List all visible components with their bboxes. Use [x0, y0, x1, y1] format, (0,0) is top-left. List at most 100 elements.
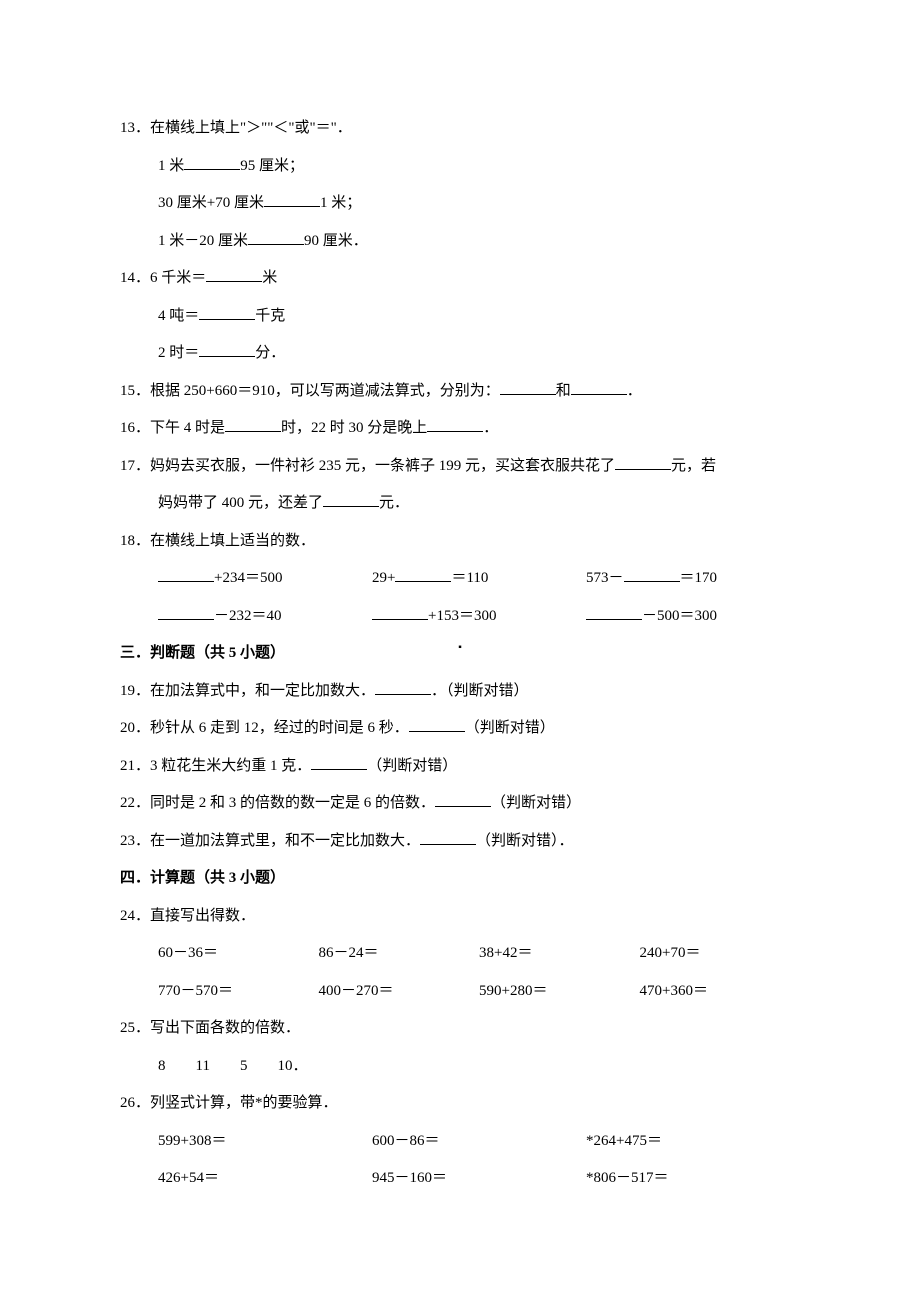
calc-cell: 600－86＝ [372, 1123, 586, 1161]
q26-stem: 26．列竖式计算，带*的要验算． [120, 1085, 800, 1123]
text: 573－ [586, 570, 624, 586]
q17-line2: 妈妈带了 400 元，还差了元． [120, 485, 800, 523]
blank[interactable] [158, 566, 214, 582]
blank[interactable] [375, 679, 431, 695]
q18-r1c3: 573－＝170 [586, 560, 800, 598]
q17-b: 元，若 [671, 458, 716, 474]
blank[interactable] [184, 154, 240, 170]
q16: 16．下午 4 时是时，22 时 30 分是晚上． [120, 410, 800, 448]
calc-cell: 400－270＝ [319, 973, 480, 1011]
blank[interactable] [427, 416, 483, 432]
blank[interactable] [311, 754, 367, 770]
q18-r2c2: +153＝300 [372, 598, 586, 636]
blank[interactable] [395, 566, 451, 582]
blank[interactable] [199, 341, 255, 357]
q25-stem: 25．写出下面各数的倍数． [120, 1010, 800, 1048]
q18-stem: 18．在横线上填上适当的数． [120, 523, 800, 561]
blank[interactable] [158, 604, 214, 620]
text: +153＝300 [428, 608, 496, 624]
q21: 21．3 粒花生米大约重 1 克． （判断对错） [120, 748, 800, 786]
q16-c: ． [483, 420, 498, 436]
q20: 20．秒针从 6 走到 12，经过的时间是 6 秒． （判断对错） [120, 710, 800, 748]
blank[interactable] [420, 829, 476, 845]
calc-cell: 945－160＝ [372, 1160, 586, 1198]
blank[interactable] [372, 604, 428, 620]
q18-r2c3: －500＝300 [586, 598, 800, 636]
q13-l1b: 95 厘米； [240, 158, 304, 174]
q24-stem: 24．直接写出得数． [120, 898, 800, 936]
q13-l2a: 30 厘米+70 厘米 [158, 195, 264, 211]
blank[interactable] [323, 491, 379, 507]
q21-a: 21．3 粒花生米大约重 1 克． [120, 758, 311, 774]
q13-stem: 13．在横线上填上"＞""＜"或"＝"． [120, 110, 800, 148]
blank[interactable] [500, 379, 556, 395]
q19-b: ．（判断对错） [431, 683, 529, 699]
blank[interactable] [264, 191, 320, 207]
q13-line2: 30 厘米+70 厘米1 米； [120, 185, 800, 223]
calc-cell: *806－517＝ [586, 1160, 800, 1198]
blank[interactable] [586, 604, 642, 620]
calc-cell: 470+360＝ [640, 973, 801, 1011]
q13-l1a: 1 米 [158, 158, 184, 174]
text: －500＝300 [642, 608, 717, 624]
text: －232＝40 [214, 608, 282, 624]
blank[interactable] [225, 416, 281, 432]
q17-a: 17．妈妈去买衣服，一件衬衫 235 元，一条裤子 199 元，买这套衣服共花了 [120, 458, 615, 474]
q24-row1: 60－36＝ 86－24＝ 38+42＝ 240+70＝ [120, 935, 800, 973]
q24-row2: 770－570＝ 400－270＝ 590+280＝ 470+360＝ [120, 973, 800, 1011]
q14-l3a: 2 时＝ [158, 345, 199, 361]
text: 29+ [372, 570, 395, 586]
blank[interactable] [615, 454, 671, 470]
q13-line3: 1 米－20 厘米90 厘米． [120, 223, 800, 261]
q14-b: 米 [262, 270, 277, 286]
q14-line3: 2 时＝ 分． [120, 335, 800, 373]
q26-row1: 599+308＝ 600－86＝ *264+475＝ [120, 1123, 800, 1161]
q25-nums: 8 11 5 10． [120, 1048, 800, 1086]
blank[interactable] [206, 266, 262, 282]
blank[interactable] [409, 716, 465, 732]
calc-cell: 426+54＝ [158, 1160, 372, 1198]
calc-cell: *264+475＝ [586, 1123, 800, 1161]
calc-cell: 60－36＝ [158, 935, 319, 973]
calc-cell: 86－24＝ [319, 935, 480, 973]
blank[interactable] [435, 791, 491, 807]
blank[interactable] [571, 379, 627, 395]
q19: 19．在加法算式中，和一定比加数大． ．（判断对错） [120, 673, 800, 711]
q16-b: 时，22 时 30 分是晚上 [281, 420, 427, 436]
q13-line1: 1 米 95 厘米； [120, 148, 800, 186]
q23-a: 23．在一道加法算式里，和不一定比加数大． [120, 833, 420, 849]
q14-l2a: 4 吨＝ [158, 308, 199, 324]
q19-a: 19．在加法算式中，和一定比加数大． [120, 683, 375, 699]
q22: 22．同时是 2 和 3 的倍数的数一定是 6 的倍数． （判断对错） [120, 785, 800, 823]
calc-cell: 590+280＝ [479, 973, 640, 1011]
q23: 23．在一道加法算式里，和不一定比加数大． （判断对错）． [120, 823, 800, 861]
calc-cell: 240+70＝ [640, 935, 801, 973]
q17-d: 元． [379, 495, 409, 511]
q14-line1: 14．6 千米＝ 米 [120, 260, 800, 298]
text: +234＝500 [214, 570, 282, 586]
q20-a: 20．秒针从 6 走到 12，经过的时间是 6 秒． [120, 720, 409, 736]
q20-b: （判断对错） [465, 720, 555, 736]
blank[interactable] [624, 566, 680, 582]
q21-b: （判断对错） [367, 758, 457, 774]
center-dot-icon: ▪ [458, 635, 462, 660]
section-3-heading: 三．判断题（共 5 小题） ▪ [120, 635, 800, 673]
q22-a: 22．同时是 2 和 3 的倍数的数一定是 6 的倍数． [120, 795, 435, 811]
worksheet-page: 13．在横线上填上"＞""＜"或"＝"． 1 米 95 厘米； 30 厘米+70 … [0, 0, 920, 1302]
q18-r1c2: 29+＝110 [372, 560, 586, 598]
q17-line1: 17．妈妈去买衣服，一件衬衫 235 元，一条裤子 199 元，买这套衣服共花了… [120, 448, 800, 486]
q18-r2c1: －232＝40 [158, 598, 372, 636]
calc-cell: 770－570＝ [158, 973, 319, 1011]
q14-l3b: 分． [255, 345, 285, 361]
q14-a: 14．6 千米＝ [120, 270, 206, 286]
blank[interactable] [248, 229, 304, 245]
q22-b: （判断对错） [491, 795, 581, 811]
q15: 15．根据 250+660＝910，可以写两道减法算式，分别为：和． [120, 373, 800, 411]
q23-b: （判断对错）． [476, 833, 574, 849]
calc-cell: 599+308＝ [158, 1123, 372, 1161]
q18-row1: +234＝500 29+＝110 573－＝170 [120, 560, 800, 598]
blank[interactable] [199, 304, 255, 320]
q18-r1c1: +234＝500 [158, 560, 372, 598]
section-3-text: 三．判断题（共 5 小题） [120, 645, 285, 661]
q15-b: 和 [556, 383, 571, 399]
